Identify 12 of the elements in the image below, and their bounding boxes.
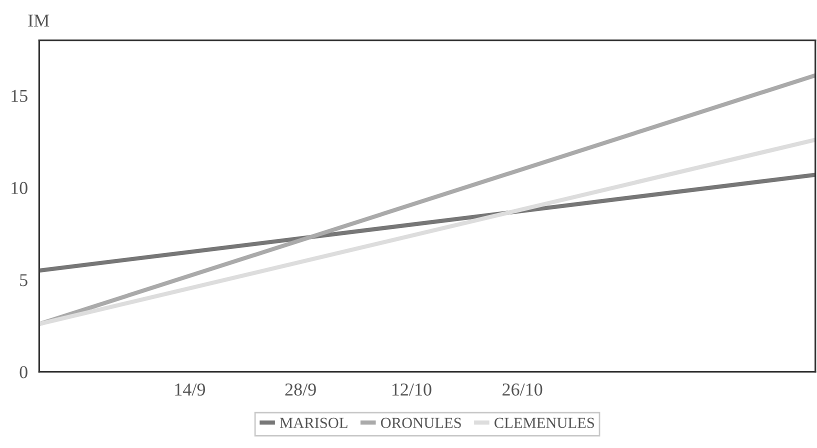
x-tick-label: 14/9 xyxy=(175,384,206,396)
y-tick-label: 5 xyxy=(20,274,28,286)
y-tick-label: 10 xyxy=(12,182,28,194)
y-tick-label: 15 xyxy=(12,90,28,102)
x-tick-label: 28/9 xyxy=(285,383,316,396)
legend-label: CLEMENULES xyxy=(494,418,594,428)
legend-label: ORONULES xyxy=(380,418,461,428)
x-tick-label: 26/10 xyxy=(502,383,542,396)
x-tick-label: 12/10 xyxy=(392,383,432,396)
legend-label: MARISOL xyxy=(280,418,348,428)
y-axis-title: IM xyxy=(28,14,50,27)
y-tick-label: 0 xyxy=(20,366,28,378)
